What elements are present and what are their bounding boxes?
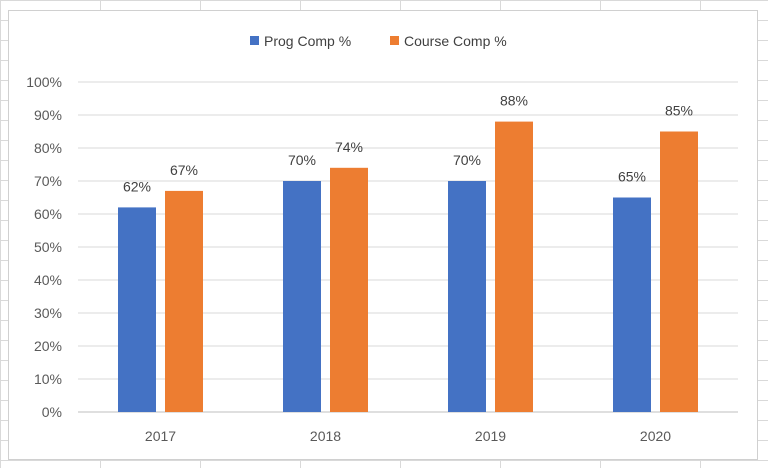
bar-course-comp-2019[interactable] (495, 121, 533, 412)
legend-swatch (250, 36, 259, 45)
data-label: 85% (665, 103, 693, 119)
y-tick-label: 40% (34, 272, 62, 288)
y-tick-label: 100% (26, 74, 62, 90)
bar-prog-comp-2017[interactable] (118, 207, 156, 412)
x-tick-label: 2019 (475, 428, 506, 444)
y-tick-label: 60% (34, 206, 62, 222)
y-tick-label: 50% (34, 239, 62, 255)
y-tick-label: 10% (34, 371, 62, 387)
bar-course-comp-2018[interactable] (330, 167, 368, 412)
y-tick-label: 20% (34, 338, 62, 354)
data-label: 70% (453, 152, 481, 168)
bar-course-comp-2020[interactable] (660, 131, 698, 413)
data-labels: 62% 67% 70% 74% 70% 88% 65% 85% (123, 93, 693, 195)
data-label: 74% (335, 139, 363, 155)
y-tick-label: 80% (34, 140, 62, 156)
x-tick-label: 2017 (145, 428, 176, 444)
x-tick-label: 2018 (310, 428, 341, 444)
data-label: 62% (123, 178, 151, 194)
y-tick-label: 70% (34, 173, 62, 189)
bar-prog-comp-2020[interactable] (613, 197, 651, 413)
bar-series (118, 121, 698, 413)
data-label: 67% (170, 162, 198, 178)
x-axis-tick-labels: 2017 2018 2019 2020 (145, 428, 671, 444)
y-axis-tick-labels: 0% 10% 20% 30% 40% 50% 60% 70% 80% 90% 100% (26, 74, 62, 420)
data-label: 88% (500, 93, 528, 109)
y-tick-label: 30% (34, 305, 62, 321)
bar-course-comp-2017[interactable] (165, 190, 203, 412)
data-label: 65% (618, 169, 646, 185)
x-tick-label: 2020 (640, 428, 671, 444)
y-tick-label: 0% (42, 404, 62, 420)
legend-swatch (390, 36, 399, 45)
legend-entry: Prog Comp % (264, 33, 351, 49)
bar-prog-comp-2018[interactable] (283, 181, 321, 412)
legend: Prog Comp % Course Comp % (250, 33, 507, 49)
legend-entry: Course Comp % (404, 33, 507, 49)
data-label: 70% (288, 152, 316, 168)
bar-prog-comp-2019[interactable] (448, 181, 486, 412)
y-tick-label: 90% (34, 107, 62, 123)
